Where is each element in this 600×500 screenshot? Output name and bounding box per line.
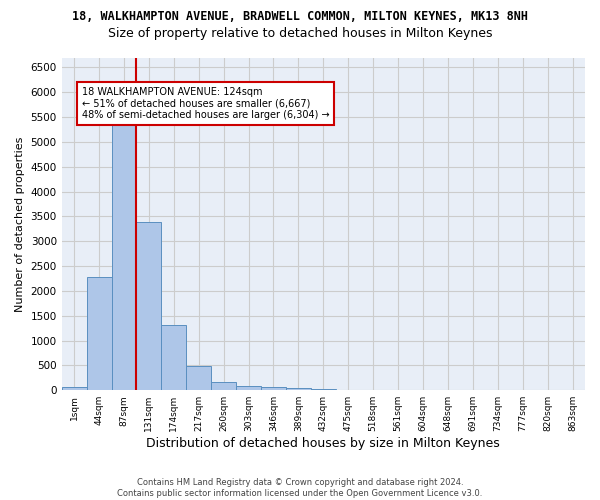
Bar bbox=[62, 386, 86, 390]
Bar bbox=[286, 388, 311, 390]
Bar bbox=[86, 277, 112, 390]
Text: Contains HM Land Registry data © Crown copyright and database right 2024.
Contai: Contains HM Land Registry data © Crown c… bbox=[118, 478, 482, 498]
Bar bbox=[186, 366, 211, 390]
Bar bbox=[136, 222, 161, 390]
Bar bbox=[261, 388, 286, 390]
Y-axis label: Number of detached properties: Number of detached properties bbox=[15, 136, 25, 312]
Bar bbox=[112, 120, 136, 390]
Bar bbox=[236, 386, 261, 390]
Bar bbox=[311, 389, 336, 390]
Bar bbox=[161, 325, 186, 390]
Text: Size of property relative to detached houses in Milton Keynes: Size of property relative to detached ho… bbox=[108, 28, 492, 40]
Bar bbox=[211, 382, 236, 390]
Text: 18, WALKHAMPTON AVENUE, BRADWELL COMMON, MILTON KEYNES, MK13 8NH: 18, WALKHAMPTON AVENUE, BRADWELL COMMON,… bbox=[72, 10, 528, 23]
Text: 18 WALKHAMPTON AVENUE: 124sqm
← 51% of detached houses are smaller (6,667)
48% o: 18 WALKHAMPTON AVENUE: 124sqm ← 51% of d… bbox=[82, 88, 329, 120]
X-axis label: Distribution of detached houses by size in Milton Keynes: Distribution of detached houses by size … bbox=[146, 437, 500, 450]
